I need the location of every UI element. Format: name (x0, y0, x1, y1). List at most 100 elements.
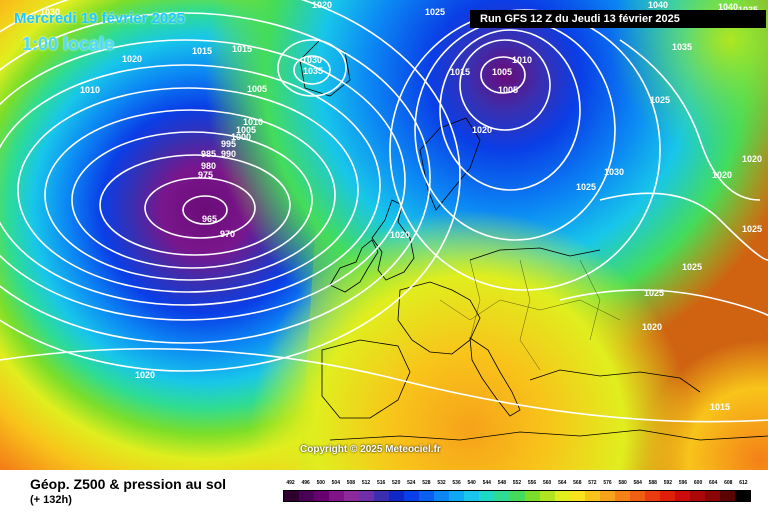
isobar-lines (0, 0, 768, 422)
scale-label: 588 (648, 480, 657, 486)
scale-label: 516 (376, 480, 386, 486)
britain-coast (371, 199, 415, 281)
scale-label: 536 (452, 480, 461, 486)
isobar-label: 1020 (135, 370, 155, 380)
scale-label: 520 (392, 480, 401, 486)
scale-swatch (389, 491, 405, 501)
scale-swatch (404, 491, 420, 501)
isobar-label: 1015 (192, 46, 212, 56)
scale-label: 592 (663, 480, 673, 486)
scale-swatch (584, 491, 600, 501)
scale-swatch (719, 491, 735, 501)
isobar-label: 1005 (236, 125, 256, 135)
geopotential-field-southeast (0, 0, 768, 470)
scale-swatch (344, 491, 360, 501)
scale-label: 608 (724, 480, 733, 486)
scale-label: 576 (603, 480, 612, 486)
black-sea-coast (529, 369, 701, 393)
isobar-label: 1015 (450, 67, 470, 77)
scale-swatch (644, 491, 660, 501)
scale-swatch (359, 491, 375, 501)
country-borders (439, 259, 621, 371)
legend-panel: Géop. Z500 & pression au sol (+ 132h) 49… (0, 470, 768, 512)
isobar-label: 1010 (80, 85, 100, 95)
north-africa-coast (329, 429, 768, 441)
color-scale-labels: 492 496 500 504 508 512 516 520 524 528 532 536 540 5… (283, 480, 751, 490)
ireland-coast (329, 239, 379, 293)
isobar-label: 985 (201, 149, 216, 159)
scale-swatch (734, 491, 750, 501)
scale-label: 572 (588, 480, 597, 486)
scale-swatch (299, 491, 315, 501)
isobar-label: 1020 (390, 230, 410, 240)
scale-label: 564 (558, 480, 567, 486)
isobar-label: 1020 (122, 54, 142, 64)
scale-label: 508 (346, 480, 356, 486)
italy-coast (469, 337, 521, 417)
scale-label: 524 (407, 480, 416, 486)
scale-swatch (374, 491, 390, 501)
scale-swatch (419, 491, 435, 501)
scale-swatch (659, 491, 675, 501)
scale-swatch (539, 491, 555, 501)
scale-swatch (329, 491, 345, 501)
forecast-time: 1:00 locale (22, 34, 115, 54)
scale-swatch (674, 491, 690, 501)
scale-label: 552 (512, 480, 522, 486)
scale-label: 500 (316, 480, 325, 486)
scale-swatch (284, 491, 300, 501)
scale-label: 496 (301, 480, 310, 486)
isobar-label: 1035 (672, 42, 692, 52)
isobar-label: 1025 (682, 262, 702, 272)
legend-subtitle: (+ 132h) (30, 494, 72, 506)
isobar-label: 1035 (303, 66, 323, 76)
scale-label: 512 (361, 480, 371, 486)
isobar-label: 1025 (425, 7, 445, 17)
scale-swatch (479, 491, 495, 501)
isobar-label: 1040 (648, 0, 668, 10)
isobar-label: 1025 (742, 224, 762, 234)
isobar-label: 1010 (512, 55, 532, 65)
scale-label: 492 (286, 480, 295, 486)
scale-label: 532 (437, 480, 446, 486)
scale-swatch (569, 491, 585, 501)
isobar-label: 995 (221, 139, 236, 149)
scale-swatch (434, 491, 450, 501)
scale-swatch (629, 491, 645, 501)
isobar-label: 1015 (232, 44, 252, 54)
scale-swatch (314, 491, 330, 501)
isobar-label: 1030 (604, 167, 624, 177)
scale-swatch (449, 491, 465, 501)
scale-swatch (689, 491, 705, 501)
isobar-label: 1020 (742, 154, 762, 164)
scale-swatch (494, 491, 510, 501)
scale-swatch (509, 491, 525, 501)
isobar-label: 1005 (492, 67, 512, 77)
isobar-label: 1020 (312, 0, 332, 10)
scale-label: 596 (678, 480, 688, 486)
isobar-label: 1025 (644, 288, 664, 298)
scandinavia-coast (419, 117, 481, 211)
scale-label: 504 (331, 480, 340, 486)
scale-swatch (554, 491, 570, 501)
scale-swatch (464, 491, 480, 501)
isobar-label: 1040 (718, 2, 738, 12)
iberia-coast (321, 339, 411, 419)
isobar-label: 1010 (243, 117, 263, 127)
isobar-label: 1030 (302, 55, 322, 65)
scale-label: 544 (482, 480, 491, 486)
scale-label: 604 (709, 480, 718, 486)
scale-label: 556 (527, 480, 537, 486)
coastlines (299, 39, 768, 441)
weather-map: 1020102510401035103010151015102010101005… (0, 0, 768, 470)
forecast-date: Mercredi 19 février 2025 (14, 10, 185, 27)
isobar-label: 1020 (712, 170, 732, 180)
isobar-label: 990 (221, 149, 236, 159)
scale-label: 584 (633, 480, 642, 486)
scale-swatch (599, 491, 615, 501)
isobar-label: 1025 (650, 95, 670, 105)
scale-swatch (704, 491, 720, 501)
isobar-label: 1005 (498, 85, 518, 95)
isobar-label: 1020 (472, 125, 492, 135)
color-scale-swatches (283, 490, 751, 502)
